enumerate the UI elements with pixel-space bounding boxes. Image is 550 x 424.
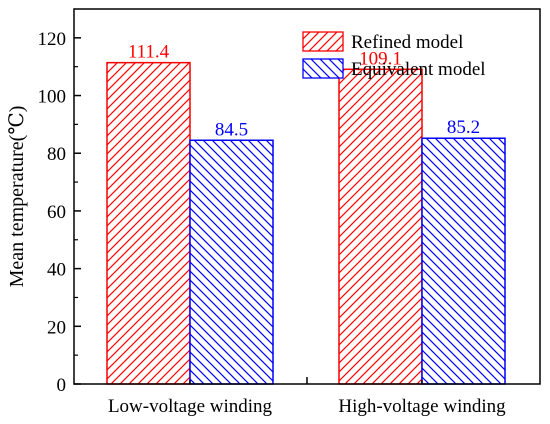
legend-label-1: Equivalent model [351, 59, 486, 80]
x-category-label-0: Low-voltage winding [108, 396, 273, 417]
y-tick-label-6: 120 [38, 29, 67, 50]
data-label-1-0: 109.1 [359, 48, 402, 69]
data-label-0-1: 84.5 [215, 119, 248, 140]
y-tick-label-1: 20 [47, 317, 66, 338]
bar-1-0 [338, 68, 423, 385]
legend: Refined model Equivalent model [302, 31, 486, 80]
x-category-label-1: High-voltage winding [338, 396, 506, 417]
bar-0-1 [189, 139, 274, 385]
y-tick-label-5: 100 [38, 87, 67, 108]
bar-1-1 [421, 137, 506, 385]
legend-swatch-0 [302, 31, 344, 52]
axes: 0 20 40 60 80 100 120 Low-voltage winding High-v… [6, 8, 541, 417]
legend-label-0: Refined model [351, 32, 463, 53]
y-tick-label-0: 0 [57, 375, 67, 396]
y-tick-label-4: 80 [47, 144, 66, 165]
data-label-0-0: 111.4 [128, 42, 170, 63]
bar-0-0 [106, 61, 191, 385]
legend-swatch-1 [302, 58, 344, 79]
y-axis-label: Mean temperature(℃) [6, 106, 28, 288]
plot-area: 111.4 84.5 109.1 85.2 [106, 42, 506, 385]
y-tick-label-3: 60 [47, 202, 66, 223]
data-label-1-1: 85.2 [447, 117, 480, 138]
y-tick-label-2: 40 [47, 260, 66, 281]
